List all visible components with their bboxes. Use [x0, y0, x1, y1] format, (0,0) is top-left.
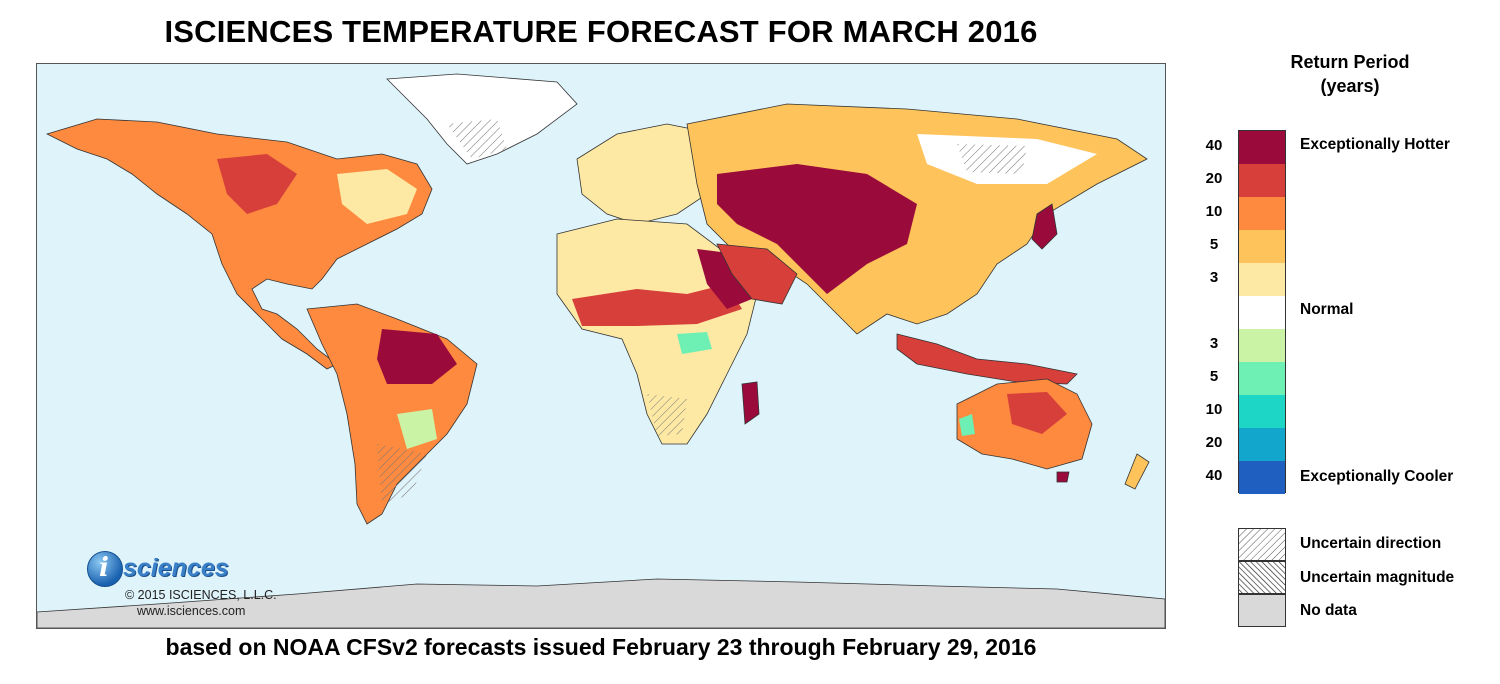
greenland-hatch — [447, 119, 507, 159]
siberia-hatch — [957, 144, 1027, 174]
scale-tick-label: 10 — [1205, 401, 1223, 418]
copyright-text: © 2015 ISCIENCES, L.L.C. — [125, 588, 277, 602]
madagascar-landmass — [741, 381, 760, 425]
label-normal: Normal — [1300, 301, 1354, 318]
scale-tick-label: 5 — [1209, 368, 1219, 385]
legend-title-line1: Return Period — [1290, 52, 1410, 72]
scale-tick-label: 20 — [1205, 170, 1223, 187]
japan-landmass — [1031, 203, 1058, 250]
label-exceptionally-cooler: Exceptionally Cooler — [1300, 468, 1454, 485]
key-uncertain-direction-swatch — [1238, 528, 1286, 561]
legend-title: Return Period (years) — [1250, 50, 1450, 98]
australia-west-cool — [959, 414, 975, 436]
australia-hot-core — [1007, 392, 1067, 434]
africa-sahel-hot — [572, 284, 742, 326]
scale-swatch — [1239, 362, 1285, 395]
amazon-hot-core — [377, 329, 457, 384]
scale-swatch — [1239, 329, 1285, 362]
scale-tick-label: 3 — [1209, 335, 1219, 352]
new-zealand-landmass — [1124, 453, 1150, 490]
world-map-canvas — [37, 73, 1165, 628]
scale-tick-label: 5 — [1209, 236, 1219, 253]
greenland-landmass — [386, 73, 578, 165]
north-america-landmass — [45, 118, 433, 370]
north-america-hot-core — [217, 154, 297, 214]
scale-tick-label: 40 — [1205, 137, 1223, 154]
logo-wordmark: sciences — [123, 554, 229, 582]
arabia-landmass — [716, 243, 798, 305]
isciences-logo-icon — [87, 551, 123, 587]
scale-swatch — [1239, 428, 1285, 461]
key-uncertain-direction-label: Uncertain direction — [1300, 535, 1442, 552]
southern-africa-hatch — [647, 394, 687, 436]
scale-swatch — [1239, 461, 1285, 494]
north-america-east-normal — [337, 169, 417, 224]
south-america-hatch — [377, 444, 427, 504]
key-uncertain-magnitude-swatch — [1238, 561, 1286, 594]
isciences-logo: i sciences © 2015 ISCIENCES, L.L.C. www.… — [87, 551, 307, 623]
south-america-cool-patch — [397, 409, 437, 449]
website-text: www.isciences.com — [137, 604, 246, 618]
map-title: ISCIENCES TEMPERATURE FORECAST FOR MARCH… — [164, 14, 1038, 49]
return-period-scale — [1238, 130, 1286, 494]
key-uncertain-magnitude-label: Uncertain magnitude — [1300, 569, 1455, 586]
scale-tick-label: 20 — [1205, 434, 1223, 451]
scale-tick-label: 3 — [1209, 269, 1219, 286]
maritime-southeast-asia — [896, 333, 1078, 385]
scale-swatch — [1239, 230, 1285, 263]
tasmania-landmass — [1056, 471, 1070, 483]
antarctica-no-data — [37, 578, 1165, 628]
key-no-data-label: No data — [1300, 602, 1357, 619]
scale-swatch — [1239, 263, 1285, 296]
scale-swatch — [1239, 197, 1285, 230]
scale-tick-label: 10 — [1205, 203, 1223, 220]
label-exceptionally-hotter: Exceptionally Hotter — [1300, 136, 1450, 153]
key-no-data-swatch — [1238, 594, 1286, 627]
scale-swatch — [1239, 296, 1285, 329]
central-asia-hot-core — [717, 164, 917, 294]
scale-swatch — [1239, 395, 1285, 428]
scale-swatch — [1239, 131, 1285, 164]
logo-icon-letter: i — [99, 553, 109, 583]
world-map: i sciences © 2015 ISCIENCES, L.L.C. www.… — [36, 63, 1166, 629]
scale-tick-label: 40 — [1205, 467, 1223, 484]
map-subtitle: based on NOAA CFSv2 forecasts issued Feb… — [165, 634, 1037, 660]
legend-title-line2: (years) — [1320, 76, 1380, 96]
africa-cool-patch — [677, 332, 712, 354]
scale-swatch — [1239, 164, 1285, 197]
